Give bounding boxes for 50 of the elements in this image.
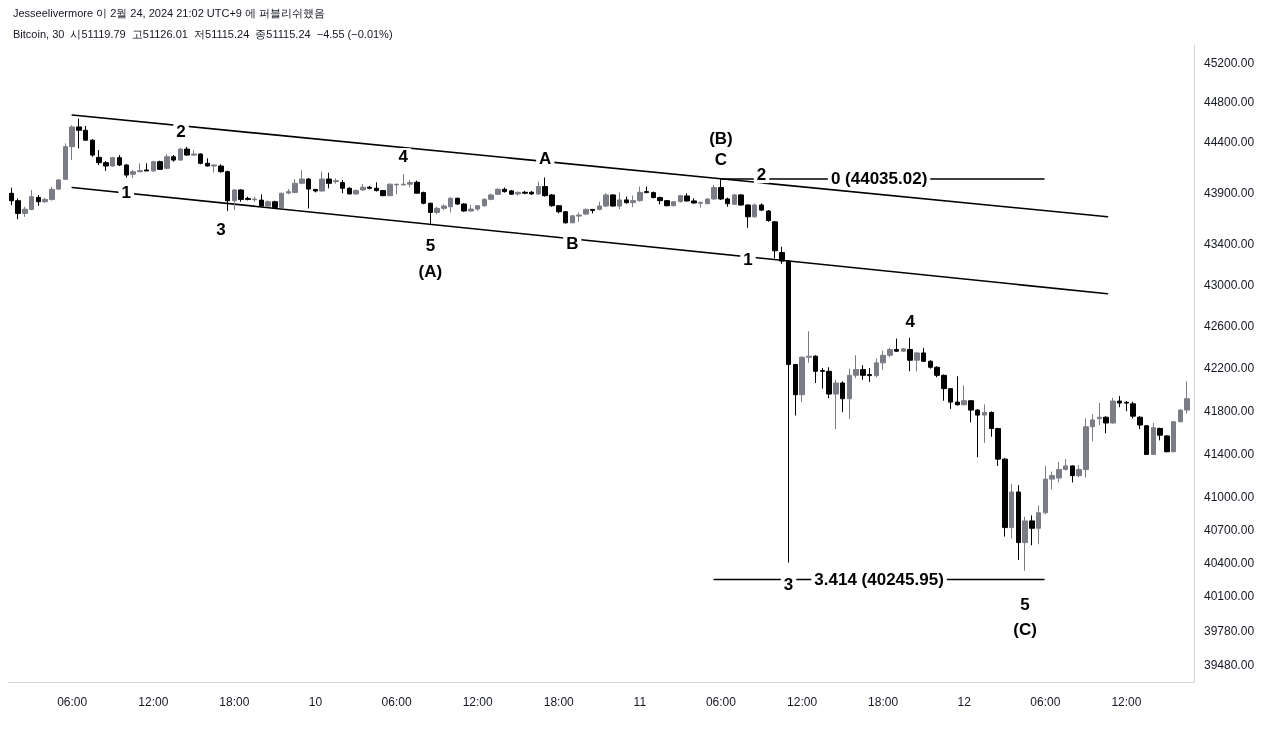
- annotation: C: [714, 150, 728, 170]
- y-tick-label: 40100.00: [1204, 588, 1255, 603]
- annotation: (B): [709, 129, 733, 149]
- chart-subtitle: Bitcoin, 30 시51119.79 고51126.01 저51115.24 종51115.24 −4.55 (−0.01%): [13, 27, 393, 40]
- y-tick-label: 40700.00: [1204, 522, 1255, 537]
- annotation: 4: [905, 311, 916, 331]
- y-tick-label: 42200.00: [1204, 361, 1255, 376]
- annotation: 1: [743, 249, 753, 269]
- y-tick-label: 41800.00: [1204, 403, 1255, 418]
- y-tick-label: 44800.00: [1204, 95, 1255, 110]
- x-tick-label: 18:00: [219, 695, 250, 709]
- x-tick-label: 12:00: [138, 695, 169, 709]
- annotation: 2: [756, 165, 767, 185]
- x-tick-label: 18:00: [543, 695, 575, 709]
- x-tick-label: 11: [633, 695, 647, 709]
- y-tick-label: 39780.00: [1204, 624, 1255, 639]
- x-tick-label: 12:00: [462, 695, 494, 709]
- y-tick-label: 41000.00: [1204, 489, 1255, 504]
- annotation: A: [539, 149, 552, 169]
- x-tick-label: 12: [957, 695, 972, 709]
- annotation: 0 (44035.02): [830, 169, 928, 189]
- y-tick-label: 45200.00: [1204, 55, 1255, 70]
- annotation: 2: [176, 122, 186, 142]
- annotation: 3.414 (40245.95): [814, 570, 944, 590]
- x-tick-label: 12:00: [1111, 695, 1142, 709]
- y-tick-label: 40400.00: [1204, 555, 1255, 570]
- x-tick-label: 06:00: [57, 695, 88, 709]
- x-tick-label: 18:00: [868, 695, 899, 709]
- annotation: (A): [418, 261, 443, 281]
- x-tick-label: 12:00: [787, 695, 818, 709]
- annotation: (C): [1013, 619, 1037, 639]
- y-tick-label: 43000.00: [1204, 277, 1255, 292]
- annotation: 1: [121, 183, 131, 203]
- annotation: 5: [425, 235, 436, 255]
- annotation: 5: [1020, 595, 1030, 615]
- annotation: 4: [398, 147, 409, 167]
- y-tick-label: 43400.00: [1204, 236, 1255, 251]
- y-tick-label: 42600.00: [1204, 319, 1255, 334]
- x-tick-label: 06:00: [381, 695, 412, 709]
- y-tick-label: 44400.00: [1204, 135, 1255, 150]
- x-tick-label: 10: [308, 695, 323, 709]
- y-tick-label: 43900.00: [1204, 185, 1255, 200]
- y-tick-label: 39480.00: [1204, 658, 1255, 673]
- x-tick-label: 06:00: [705, 695, 737, 709]
- annotation: B: [566, 233, 579, 253]
- annotation: 3: [783, 575, 794, 595]
- x-tick-label: 06:00: [1030, 695, 1061, 709]
- chart-title: Jesseelivermore 이 2월 24, 2024 21:02 UTC+9 에 퍼블리쉬했음: [13, 6, 326, 19]
- annotation: 3: [216, 220, 226, 240]
- y-tick-label: 41400.00: [1204, 446, 1255, 461]
